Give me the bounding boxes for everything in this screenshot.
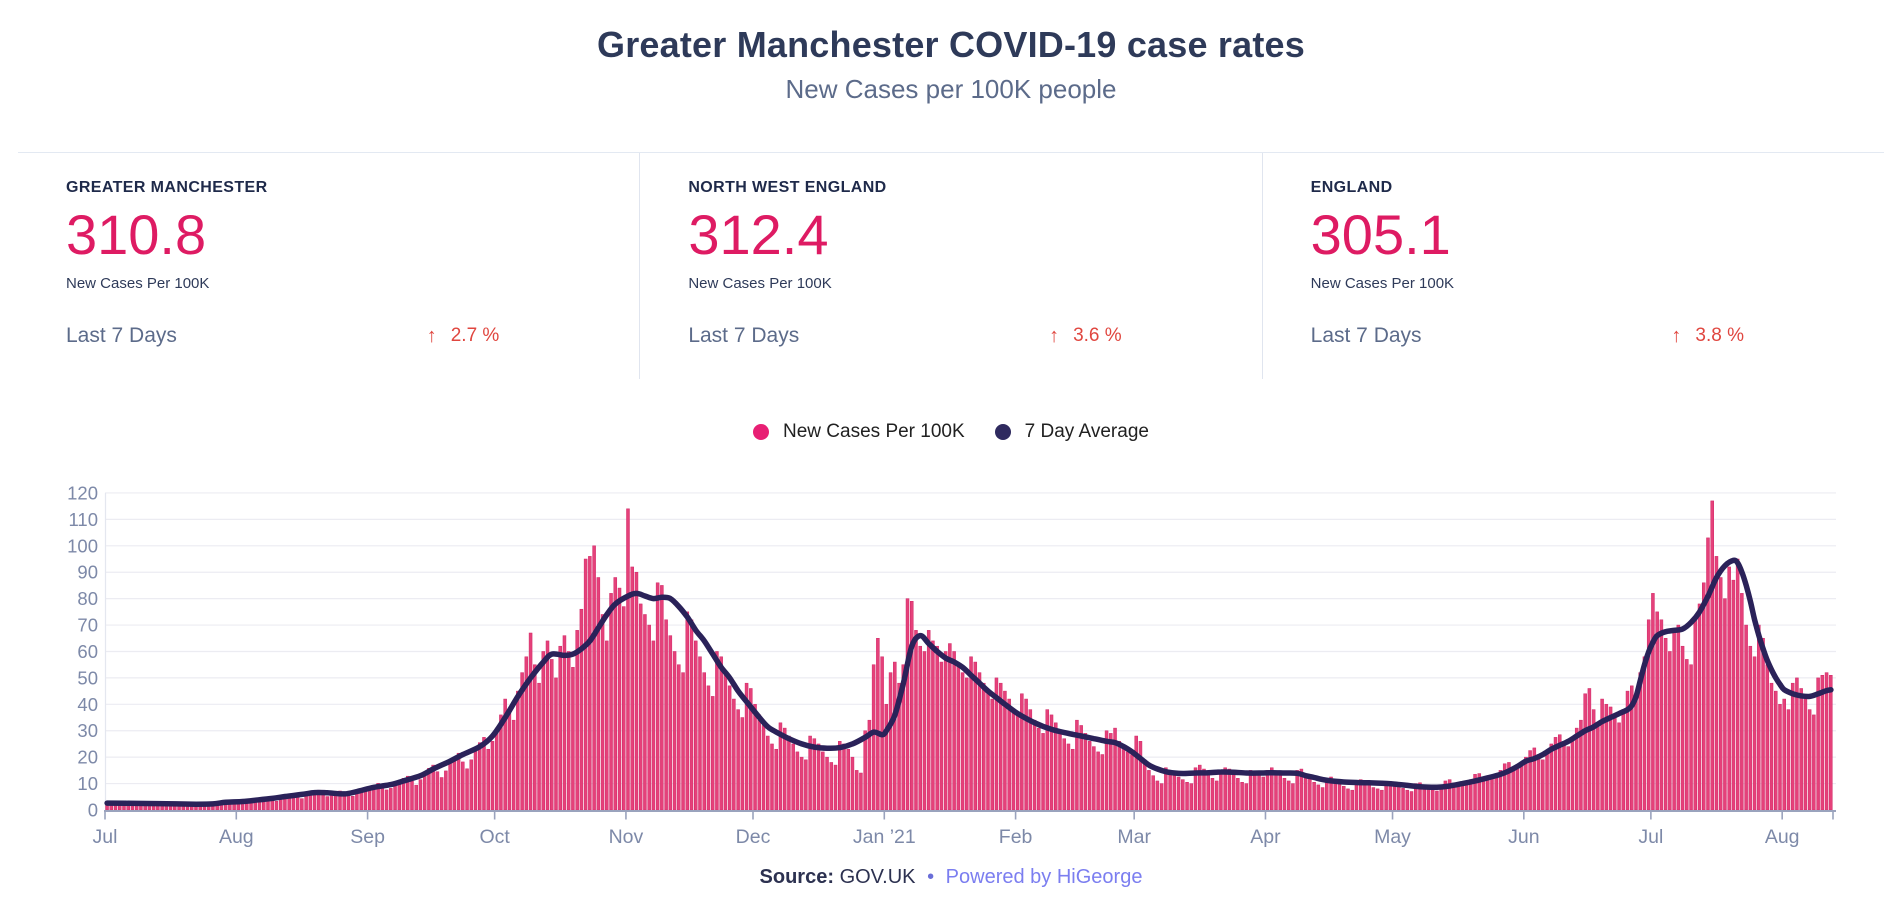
covid-cases-chart[interactable]: 0 10 20 30 40 50 60 70 80 90 100 110 120 Jul Aug Sep Oct… [0,470,1902,860]
region-label: GREATER MANCHESTER [66,179,268,196]
svg-text:Aug: Aug [219,826,254,848]
period-label: Last 7 Days [66,324,177,347]
legend-dot-navy-icon [994,424,1011,440]
arrow-up-icon: ↑ [1049,325,1060,347]
change-indicator: ↑ 3.8 % [1671,323,1744,349]
stat-card-north-west-england: NORTH WEST ENGLAND 312.4 New Cases Per 1… [639,153,1261,379]
chart-area: 0 10 20 30 40 50 60 70 80 90 100 110 120 Jul Aug Sep Oct… [0,470,1902,860]
svg-text:0: 0 [88,800,98,821]
svg-text:50: 50 [77,667,98,688]
legend-item-new-cases[interactable]: New Cases Per 100K [753,421,965,443]
svg-text:Sep: Sep [350,826,385,848]
legend-dot-pink-icon [753,424,770,440]
stat-cards-row: GREATER MANCHESTER 310.8 New Cases Per 1… [18,152,1884,379]
svg-text:30: 30 [77,720,98,741]
svg-text:60: 60 [77,641,98,662]
region-label: NORTH WEST ENGLAND [688,179,887,196]
source-label: Source: [759,866,834,888]
stat-card-england: ENGLAND 305.1 New Cases Per 100K Last 7 … [1261,153,1884,379]
change-value: 3.8 % [1695,325,1744,346]
legend-item-7-day-average[interactable]: 7 Day Average [994,421,1149,443]
svg-text:Dec: Dec [736,826,771,848]
svg-text:40: 40 [77,694,98,715]
period-label: Last 7 Days [688,324,800,347]
svg-text:80: 80 [77,588,98,609]
svg-text:Jun: Jun [1508,826,1539,848]
change-indicator: ↑ 2.7 % [427,323,500,349]
svg-text:100: 100 [67,535,98,556]
svg-text:70: 70 [77,615,98,636]
svg-text:Apr: Apr [1250,826,1281,848]
page-subtitle: New Cases per 100K people [785,74,1117,104]
svg-text:110: 110 [69,509,99,530]
footer: Source: GOV.UK • Powered by HiGeorge [0,866,1902,889]
chart-legend: New Cases Per 100K 7 Day Average [0,418,1902,446]
bullet-separator: • [927,866,935,888]
stat-value: 310.8 [66,203,207,266]
svg-text:Jul: Jul [93,826,118,848]
svg-text:20: 20 [77,747,98,768]
svg-text:Jan ’21: Jan ’21 [853,826,916,848]
svg-text:Aug: Aug [1765,826,1800,848]
svg-text:10: 10 [77,773,98,794]
stat-caption: New Cases Per 100K [1310,275,1455,292]
stat-value: 305.1 [1310,203,1451,266]
svg-text:Feb: Feb [999,826,1033,848]
stat-caption: New Cases Per 100K [688,275,832,292]
source-value: GOV.UK [839,866,916,888]
svg-text:90: 90 [77,562,98,583]
legend-label: 7 Day Average [1024,421,1149,442]
svg-text:Nov: Nov [609,826,644,848]
svg-text:May: May [1374,826,1411,848]
legend-label: New Cases Per 100K [783,421,965,442]
stat-value: 312.4 [688,203,829,266]
svg-text:Mar: Mar [1117,826,1151,848]
region-label: ENGLAND [1310,179,1393,196]
svg-text:Jul: Jul [1638,826,1663,848]
arrow-up-icon: ↑ [1671,325,1682,347]
arrow-up-icon: ↑ [426,325,437,347]
change-value: 2.7 % [450,325,500,346]
change-indicator: ↑ 3.6 % [1049,323,1122,349]
stat-card-greater-manchester: GREATER MANCHESTER 310.8 New Cases Per 1… [18,153,639,379]
change-value: 3.6 % [1073,325,1122,346]
period-label: Last 7 Days [1310,324,1422,347]
page-title: Greater Manchester COVID-19 case rates [597,24,1305,65]
stat-caption: New Cases Per 100K [66,275,210,292]
svg-text:Oct: Oct [479,826,510,848]
svg-text:120: 120 [67,482,98,503]
powered-by-link[interactable]: Powered by HiGeorge [945,866,1143,888]
